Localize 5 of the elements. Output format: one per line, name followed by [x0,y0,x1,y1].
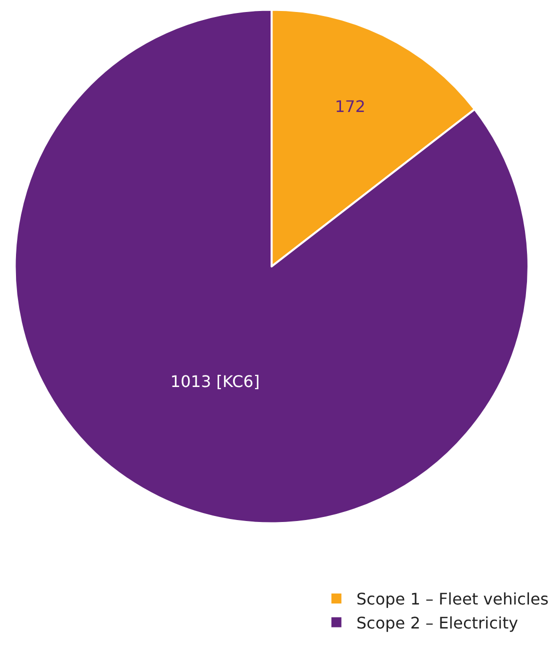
data-label: 1013 [KC6] [170,372,260,392]
data-label: 172 [334,96,366,116]
legend-label: Scope 2 – Electricity [356,613,518,632]
legend-label: Scope 1 – Fleet vehicles [356,590,549,609]
pie-slice [14,8,530,524]
